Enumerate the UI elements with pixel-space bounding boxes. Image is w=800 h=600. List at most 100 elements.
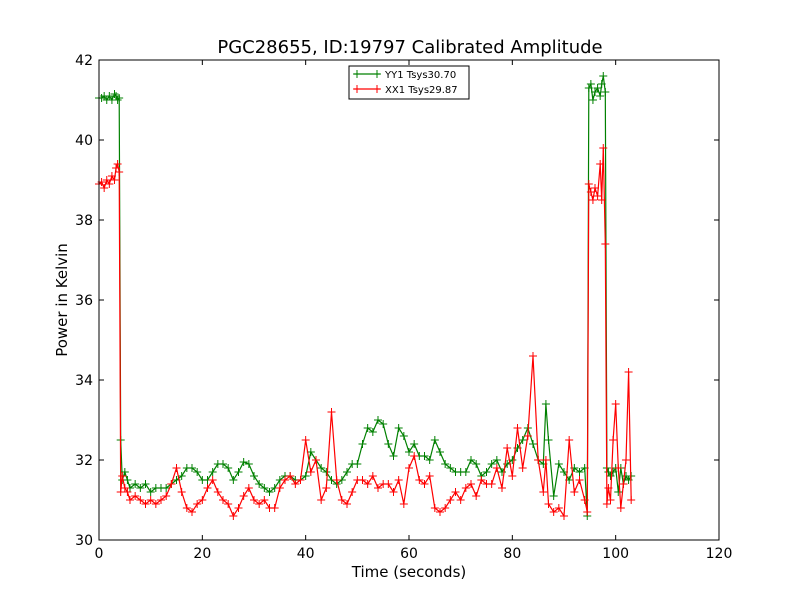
- data-point: [624, 368, 633, 376]
- data-point: [208, 468, 217, 476]
- data-point: [534, 456, 543, 464]
- data-point: [146, 488, 155, 496]
- legend-box: [348, 65, 470, 100]
- data-point: [446, 464, 455, 472]
- data-point: [146, 496, 155, 504]
- data-point: [136, 496, 145, 504]
- data-point: [584, 180, 593, 188]
- y-tick-label: 38: [75, 213, 93, 229]
- data-point: [614, 488, 623, 496]
- series-line: [98, 147, 632, 518]
- data-point: [399, 432, 408, 440]
- data-point: [436, 448, 444, 456]
- data-point: [425, 456, 434, 464]
- data-point: [348, 488, 357, 496]
- data-point: [583, 508, 592, 516]
- data-point: [430, 436, 439, 444]
- legend-marker: [353, 85, 361, 93]
- x-tick-label: 0: [95, 546, 104, 562]
- data-point: [609, 436, 618, 444]
- data-point: [379, 420, 388, 428]
- data-point: [529, 440, 537, 448]
- x-tick-label: 20: [193, 546, 211, 562]
- data-point: [599, 72, 608, 80]
- data-point: [193, 468, 202, 476]
- data-point: [544, 500, 553, 508]
- data-point: [619, 480, 628, 488]
- y-tick-label: 42: [75, 53, 93, 69]
- data-point: [410, 452, 419, 460]
- data-point: [420, 480, 429, 488]
- data-point: [549, 508, 558, 516]
- data-point: [597, 80, 606, 88]
- data-point: [604, 484, 613, 492]
- data-point: [451, 488, 460, 496]
- data-point: [123, 476, 132, 484]
- data-point: [513, 424, 522, 432]
- data-point: [477, 476, 486, 484]
- data-point: [177, 472, 186, 480]
- data-point: [467, 480, 475, 488]
- data-point: [291, 480, 300, 488]
- data-point: [544, 436, 553, 444]
- data-point: [405, 464, 413, 472]
- data-point: [405, 448, 413, 456]
- data-point: [596, 160, 605, 168]
- x-tick-label: 80: [503, 546, 521, 562]
- data-point: [374, 416, 382, 424]
- data-point: [586, 188, 595, 196]
- data-point: [239, 492, 248, 500]
- data-point: [580, 496, 589, 504]
- data-point: [363, 424, 372, 432]
- data-point: [487, 480, 496, 488]
- data-point: [239, 458, 248, 466]
- legend-marker: [373, 70, 381, 78]
- data-point: [123, 488, 132, 496]
- data-point: [110, 176, 119, 184]
- data-point: [472, 492, 481, 500]
- y-tick-label: 32: [75, 453, 93, 469]
- data-point: [584, 84, 593, 92]
- data-point: [126, 496, 134, 504]
- data-point: [343, 468, 351, 476]
- data-point: [136, 484, 145, 492]
- data-point: [492, 464, 501, 472]
- y-tick-label: 34: [75, 373, 93, 389]
- data-point: [430, 504, 439, 512]
- data-point: [141, 500, 150, 508]
- x-tick-label: 40: [297, 546, 315, 562]
- data-point: [260, 484, 269, 492]
- data-point: [167, 480, 176, 488]
- data-point: [229, 512, 238, 520]
- data-point: [270, 504, 279, 512]
- data-point: [374, 484, 382, 492]
- data-point: [596, 92, 605, 100]
- data-point: [549, 492, 558, 500]
- data-point: [244, 484, 253, 492]
- data-point: [602, 500, 611, 508]
- y-tick-label: 40: [75, 133, 93, 149]
- data-point: [113, 96, 122, 104]
- data-point: [281, 476, 289, 484]
- data-point: [523, 432, 532, 440]
- legend: YY1 Tsys30.70 XX1 Tsys29.87: [348, 65, 470, 100]
- data-point: [472, 460, 481, 468]
- data-point: [115, 168, 124, 176]
- data-point: [601, 240, 610, 248]
- legend-marker: [373, 85, 381, 93]
- x-tick-label: 120: [706, 546, 733, 562]
- data-point: [100, 184, 109, 192]
- data-point: [420, 452, 429, 460]
- data-point: [213, 488, 222, 496]
- data-point: [250, 472, 258, 480]
- data-point: [593, 192, 602, 200]
- series-1: [95, 72, 636, 520]
- data-point: [410, 440, 419, 448]
- data-point: [141, 480, 150, 488]
- data-point: [131, 480, 140, 488]
- data-point: [162, 492, 171, 500]
- data-point: [322, 484, 331, 492]
- data-point: [193, 500, 202, 508]
- data-point: [541, 456, 550, 464]
- data-point: [265, 488, 274, 496]
